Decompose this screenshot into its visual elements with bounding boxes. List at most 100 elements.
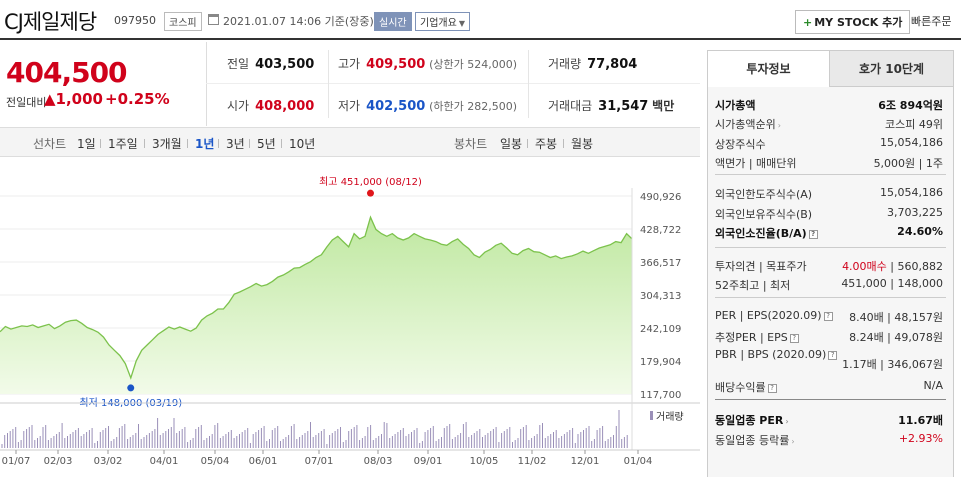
tab-separator: [563, 139, 564, 148]
stats-column-divider: [528, 50, 529, 118]
row-label: 52주최고 | 최저: [715, 279, 791, 292]
tab-investment-info[interactable]: 투자정보: [708, 51, 830, 87]
pbr-row: PBR | BPS (2020.09)? 1.17배 | 346,067원: [715, 348, 943, 374]
row-value: 451,000 | 148,000: [841, 277, 943, 290]
market-badge: 코스피: [164, 12, 202, 31]
panel-divider: [715, 247, 946, 248]
stat-value: 409,500: [366, 57, 426, 72]
row-value: 3,703,225: [887, 206, 943, 219]
y-tick-label: 179,904: [640, 357, 681, 368]
price-stats: [206, 42, 700, 126]
panel-divider: [715, 297, 946, 298]
calendar-icon: [208, 14, 219, 25]
tab-separator: [527, 139, 528, 148]
quick-order-link[interactable]: 빠른주문: [911, 15, 952, 28]
row-value: +2.93%: [898, 432, 943, 445]
tab-1w[interactable]: 1주일: [108, 137, 138, 151]
plus-icon: +: [803, 16, 813, 29]
x-tick-label: 07/01: [305, 456, 334, 467]
row-value: 8.40배 | 48,157원: [849, 311, 943, 324]
panel-divider: [715, 174, 946, 175]
help-icon[interactable]: ?: [767, 383, 777, 393]
row-value: 8.24배 | 49,078원: [849, 331, 943, 344]
y-tick-label: 304,313: [640, 291, 681, 302]
stat-trading-amount: 거래대금 31,547 백만: [548, 97, 674, 114]
tab-monthly-candle[interactable]: 월봉: [571, 137, 594, 151]
help-icon[interactable]: ?: [828, 350, 838, 360]
y-tick-label: 490,926: [640, 192, 681, 203]
row-value: 1.17배 | 346,067원: [842, 358, 943, 371]
stat-prev-close: 전일 403,500: [227, 55, 314, 72]
tab-3y[interactable]: 3년: [226, 137, 245, 151]
row-value: N/A: [923, 379, 943, 392]
tab-1y[interactable]: 1년: [195, 137, 215, 151]
stat-label: 저가: [338, 99, 361, 113]
stat-label: 거래량: [548, 57, 582, 71]
upper-limit: (상한가 524,000): [429, 58, 518, 71]
x-tick-label: 11/02: [518, 456, 547, 467]
change-percent: +0.25%: [105, 90, 170, 108]
price-chart[interactable]: 490,926 428,722 366,517 304,313 242,109 179,9…: [0, 158, 700, 477]
change-label: 전일대비: [6, 96, 47, 109]
stock-header: CJ제일제당 097950 코스피 2021.01.07 14:06 기준(장중…: [0, 0, 961, 40]
row-label: 동일업종 PER: [715, 414, 784, 427]
quote-datetime: 2021.01.07 14:06 기준(장중): [223, 15, 374, 28]
x-tick-label: 09/01: [414, 456, 443, 467]
y-tick-label: 428,722: [640, 225, 681, 236]
opinion-value: 4.00매수: [842, 260, 887, 273]
stat-value: 77,804: [587, 57, 638, 72]
chart-period-tabs: 선차트 1일 1주일 3개월 1년 3년 5년 10년 봉차트 일봉 주봉 월봉: [0, 127, 700, 157]
tab-10y[interactable]: 10년: [289, 137, 316, 151]
target-price: 560,882: [897, 260, 944, 273]
stat-open: 시가 408,000: [227, 97, 314, 114]
price-line: [0, 215, 633, 380]
tab-order-book[interactable]: 호가 10단계: [830, 51, 953, 87]
company-info-label: 기업개요: [420, 18, 457, 29]
row-value: 15,054,186: [880, 186, 943, 199]
price-block: 404,500 전일대비 ▲1,000 +0.25%: [0, 42, 205, 126]
row-value: 24.60%: [897, 225, 943, 238]
row-label: 시가총액순위: [715, 118, 776, 131]
tab-separator: [100, 139, 101, 148]
row-label: PBR | BPS (2020.09): [715, 348, 827, 361]
tab-daily-candle[interactable]: 일봉: [500, 137, 523, 151]
y-tick-label: 366,517: [640, 258, 681, 269]
stat-label: 전일: [227, 57, 250, 71]
x-tick-label: 05/04: [201, 456, 230, 467]
stat-value: 402,500: [366, 99, 426, 114]
up-triangle-icon: ▲: [44, 90, 56, 108]
x-tick-label: 01/04: [624, 456, 653, 467]
candle-chart-label: 봉차트: [454, 137, 488, 151]
tab-weekly-candle[interactable]: 주봉: [535, 137, 558, 151]
max-label: 최고 451,000 (08/12): [319, 176, 422, 188]
stock-title: CJ제일제당: [4, 10, 97, 34]
stat-high: 고가 409,500 (상한가 524,000): [338, 55, 517, 72]
tab-5y[interactable]: 5년: [257, 137, 276, 151]
my-stock-add-button[interactable]: + MY STOCK 추가: [795, 10, 911, 34]
row-label: 외국인한도주식수(A): [715, 188, 813, 201]
tab-3m[interactable]: 3개월: [152, 137, 182, 151]
stat-label: 시가: [227, 99, 250, 113]
stat-volume: 거래량 77,804: [548, 55, 637, 72]
row-label: 동일업종 등락률: [715, 434, 790, 447]
stat-low: 저가 402,500 (하한가 282,500): [338, 97, 517, 114]
help-icon[interactable]: ?: [823, 311, 833, 321]
stat-value: 408,000: [255, 99, 315, 114]
help-icon[interactable]: ?: [789, 333, 799, 343]
stat-value: 403,500: [255, 57, 315, 72]
help-icon[interactable]: ?: [808, 229, 818, 239]
stats-column-divider: [328, 50, 329, 118]
stat-label: 거래대금: [548, 99, 593, 113]
stats-divider: [206, 83, 700, 84]
x-tick-label: 06/01: [249, 456, 278, 467]
x-tick-label: 04/01: [150, 456, 179, 467]
tab-separator: [144, 139, 145, 148]
min-point-marker: [127, 384, 135, 392]
realtime-badge[interactable]: 실시간: [374, 12, 412, 31]
row-label: 시가총액: [715, 99, 756, 112]
stock-code: 097950: [114, 14, 156, 27]
change-amount: 1,000: [55, 90, 103, 108]
tab-1d[interactable]: 1일: [77, 137, 96, 151]
investment-info-panel: 투자정보 호가 10단계 시가총액 6조 894억원 시가총액순위 › 코스피 49위…: [707, 50, 954, 477]
company-info-select[interactable]: 기업개요 ▼: [415, 12, 470, 31]
